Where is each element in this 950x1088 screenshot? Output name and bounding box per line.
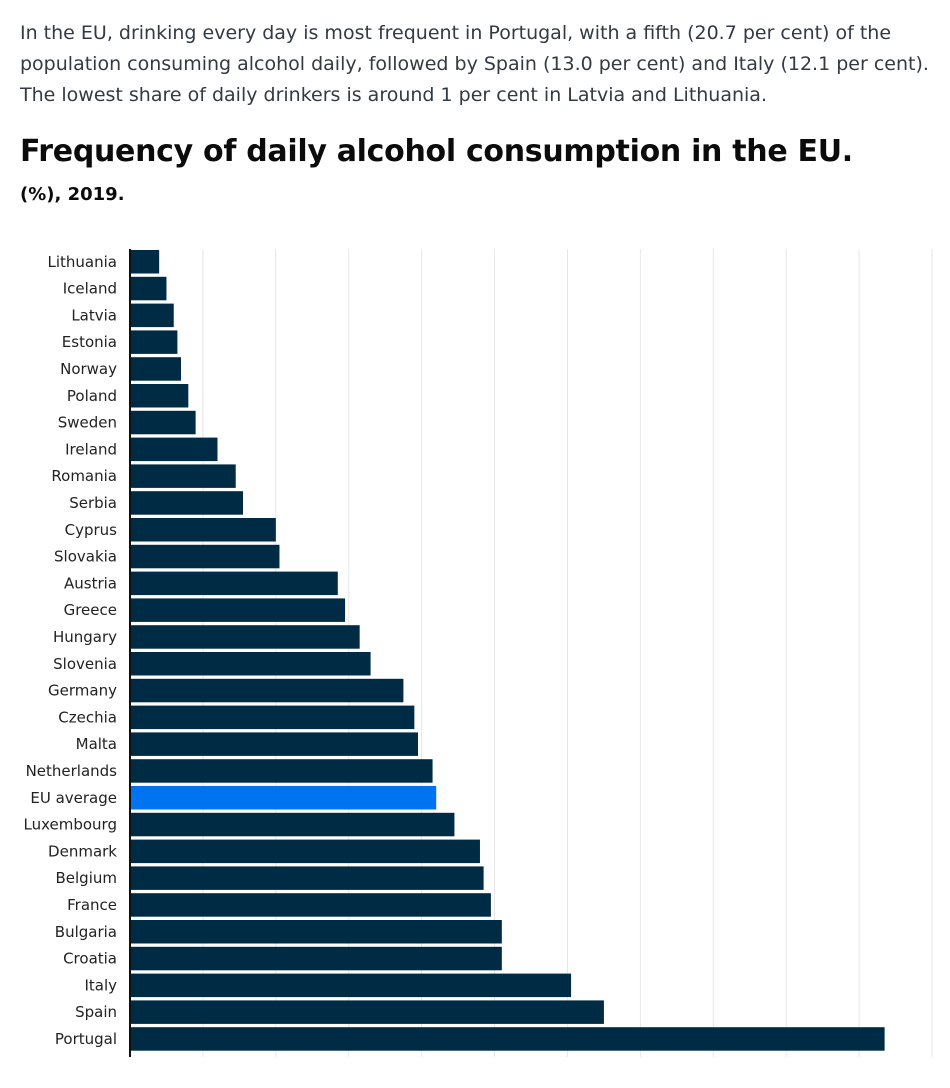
category-label: Norway [60, 360, 117, 378]
bar-croatia [130, 946, 502, 971]
category-label: Iceland [63, 280, 117, 298]
bar-slovakia [130, 544, 280, 569]
category-label: Cyprus [65, 521, 118, 539]
bar-estonia [130, 330, 178, 354]
category-label: Austria [64, 574, 117, 592]
bar-luxembourg [130, 812, 455, 837]
category-label: Slovenia [53, 655, 117, 673]
bar-austria [130, 571, 338, 596]
bar-cyprus [130, 518, 276, 542]
bar-hungary [130, 625, 360, 649]
bar-greece [130, 598, 346, 622]
chart-subtitle: (%), 2019. [20, 184, 125, 205]
category-label: Slovakia [54, 548, 117, 566]
bar-ireland [130, 437, 218, 462]
bar-netherlands [130, 759, 433, 783]
bar-eu-average [130, 786, 437, 810]
category-label: Malta [76, 735, 117, 753]
bar-portugal [130, 1027, 885, 1051]
bar-poland [130, 384, 189, 408]
intro-paragraph: In the EU, drinking every day is most fr… [20, 22, 929, 106]
bar-spain [130, 1000, 604, 1024]
bar-romania [130, 464, 236, 488]
bar-malta [130, 732, 418, 756]
category-label: Belgium [56, 869, 118, 887]
category-label: Greece [64, 601, 117, 619]
bar-france [130, 893, 491, 917]
bar-latvia [130, 303, 174, 328]
bar-italy [130, 973, 572, 998]
category-label: France [67, 896, 117, 914]
bar-denmark [130, 839, 480, 864]
bars [130, 250, 885, 1051]
bar-germany [130, 678, 404, 703]
category-label: Latvia [71, 306, 117, 324]
category-label: Serbia [69, 494, 117, 512]
category-label: Lithuania [48, 253, 117, 271]
category-label: Spain [75, 1003, 117, 1021]
category-label: Croatia [63, 950, 117, 968]
category-label: Romania [51, 467, 117, 485]
category-label: Germany [48, 682, 117, 700]
chart-title: Frequency of daily alcohol consumption i… [20, 134, 853, 169]
category-label: Czechia [58, 708, 117, 726]
category-label: Denmark [48, 842, 117, 860]
bar-bulgaria [130, 920, 502, 944]
category-label: Portugal [55, 1030, 117, 1048]
bar-serbia [130, 491, 244, 515]
category-label: EU average [30, 789, 117, 807]
category-label: Ireland [65, 440, 117, 458]
category-label: Sweden [58, 414, 117, 432]
bar-slovenia [130, 652, 371, 676]
bar-norway [130, 357, 182, 381]
category-label: Italy [84, 976, 117, 994]
bar-sweden [130, 410, 196, 435]
bar-iceland [130, 276, 167, 301]
category-label: Bulgaria [55, 923, 117, 941]
bar-belgium [130, 866, 484, 890]
category-label: Poland [67, 387, 117, 405]
category-label: Luxembourg [24, 816, 118, 834]
bar-czechia [130, 705, 415, 730]
category-label: Hungary [53, 628, 117, 646]
category-label: Estonia [62, 333, 117, 351]
category-label: Netherlands [26, 762, 118, 780]
bar-lithuania [130, 250, 160, 274]
category-labels: Lithuania Iceland Latvia Estonia Norway Polan… [24, 253, 118, 1048]
